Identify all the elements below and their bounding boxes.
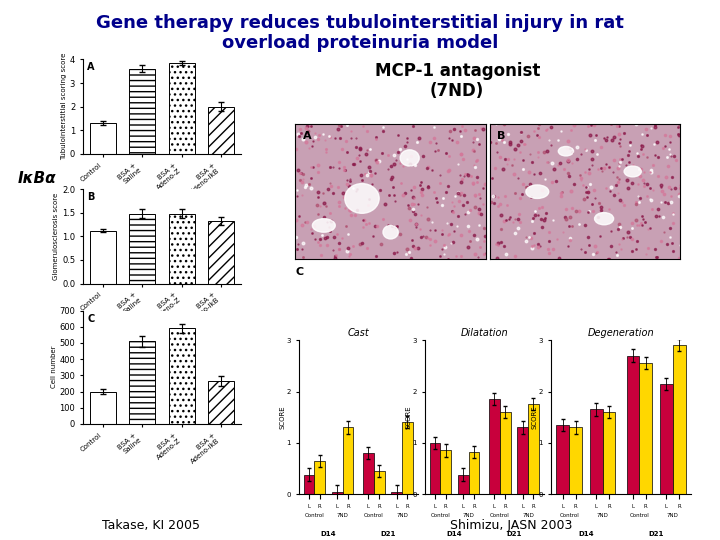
Text: IκBα: IκBα [18, 171, 57, 186]
Text: Control: Control [431, 512, 450, 517]
Bar [90, 392, 116, 424]
Ellipse shape [595, 213, 613, 225]
Text: Control: Control [629, 512, 649, 517]
Bar [590, 409, 603, 494]
Bar [130, 69, 155, 154]
Text: Control: Control [305, 512, 324, 517]
Y-axis label: SCORE: SCORE [405, 406, 411, 429]
Text: Control: Control [490, 512, 510, 517]
Ellipse shape [624, 166, 642, 177]
Text: D14: D14 [578, 531, 594, 537]
Bar [639, 363, 652, 494]
Bar [90, 123, 116, 154]
Bar [500, 412, 510, 494]
Bar [169, 63, 194, 154]
Title: Degeneration: Degeneration [588, 328, 654, 338]
Title: Cast: Cast [347, 328, 369, 338]
Bar [570, 428, 582, 494]
Bar [208, 221, 234, 284]
Bar [672, 346, 685, 494]
Text: MCP-1 antagonist
(7ND): MCP-1 antagonist (7ND) [374, 62, 540, 100]
Text: D21: D21 [380, 531, 395, 537]
Bar [626, 355, 639, 494]
Bar [90, 231, 116, 284]
Bar [130, 214, 155, 284]
Bar [332, 491, 343, 494]
Text: D21: D21 [649, 531, 664, 537]
Text: 7ND: 7ND [667, 512, 679, 517]
Bar [130, 341, 155, 424]
Text: Control: Control [559, 512, 579, 517]
Ellipse shape [526, 185, 549, 198]
Text: B: B [498, 131, 505, 141]
Bar [208, 381, 234, 424]
Text: Gene therapy reduces tubulointerstitial injury in rat
overload proteinuria model: Gene therapy reduces tubulointerstitial … [96, 14, 624, 52]
Y-axis label: Tubulointerstitial scoring score: Tubulointerstitial scoring score [61, 53, 67, 160]
Y-axis label: SCORE: SCORE [531, 406, 537, 429]
Bar [517, 428, 528, 494]
Text: Shimizu, JASN 2003: Shimizu, JASN 2003 [450, 519, 572, 532]
Ellipse shape [312, 219, 336, 232]
Text: C: C [295, 267, 303, 278]
Bar [402, 422, 413, 494]
Text: A: A [87, 62, 94, 72]
Text: D14: D14 [446, 531, 462, 537]
Bar [469, 452, 480, 494]
Bar [374, 471, 384, 494]
Ellipse shape [400, 150, 419, 166]
Text: 7ND: 7ND [396, 512, 408, 517]
Text: D21: D21 [506, 531, 521, 537]
Bar [660, 384, 672, 494]
Text: 7ND: 7ND [337, 512, 348, 517]
Ellipse shape [558, 146, 574, 156]
Y-axis label: SCORE: SCORE [279, 406, 285, 429]
Bar [315, 461, 325, 494]
Text: D14: D14 [320, 531, 336, 537]
Bar [489, 399, 500, 494]
Bar [169, 214, 194, 284]
Bar [430, 443, 441, 494]
Bar [441, 450, 451, 494]
Bar [603, 412, 616, 494]
Text: 7ND: 7ND [597, 512, 608, 517]
Title: Dilatation: Dilatation [460, 328, 508, 338]
Bar [304, 475, 315, 494]
Text: Takase, KI 2005: Takase, KI 2005 [102, 519, 200, 532]
Text: 7ND: 7ND [463, 512, 474, 517]
Ellipse shape [345, 184, 379, 213]
Bar [557, 425, 570, 494]
Bar [208, 107, 234, 154]
Ellipse shape [383, 226, 398, 239]
Bar [343, 428, 354, 494]
Bar [169, 328, 194, 424]
Text: Control: Control [364, 512, 384, 517]
Bar [363, 453, 374, 494]
Text: 7ND: 7ND [522, 512, 534, 517]
Text: A: A [303, 131, 312, 141]
Text: B: B [87, 192, 94, 202]
Bar [391, 491, 402, 494]
Bar [458, 475, 469, 494]
Text: C: C [87, 314, 94, 324]
Bar [528, 404, 539, 494]
Y-axis label: Glomerulosclerosis score: Glomerulosclerosis score [53, 193, 59, 280]
Y-axis label: Cell number: Cell number [50, 346, 56, 388]
